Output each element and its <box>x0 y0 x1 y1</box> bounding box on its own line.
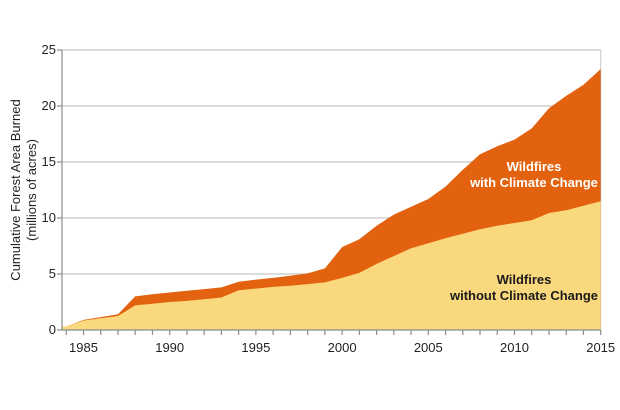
y-axis-title-line1: Cumulative Forest Area Burned <box>8 99 23 281</box>
label-with-line1: Wildfires <box>506 159 562 174</box>
label-wildfires-without-climate-change: Wildfires without Climate Change <box>444 272 604 304</box>
x-tick-label-2015: 2015 <box>586 340 616 355</box>
x-tick-label-2010: 2010 <box>500 340 529 355</box>
label-without-line2: without Climate Change <box>449 288 599 303</box>
x-tick-label-2000: 2000 <box>327 340 357 355</box>
y-tick-label-0: 0 <box>48 322 56 337</box>
label-with-line2: with Climate Change <box>470 175 598 190</box>
y-tick-label-15: 15 <box>41 154 56 169</box>
label-wildfires-with-climate-change: Wildfires with Climate Change <box>454 159 614 191</box>
y-axis-title: Cumulative Forest Area Burned (millions … <box>8 40 40 340</box>
label-without-line1: Wildfires <box>496 272 552 287</box>
y-tick-label-25: 25 <box>41 42 56 57</box>
area-without-climate-change <box>62 201 601 330</box>
x-tick-label-1985: 1985 <box>69 340 98 355</box>
y-tick-label-5: 5 <box>48 266 56 281</box>
x-tick-label-1990: 1990 <box>155 340 185 355</box>
x-tick-label-1995: 1995 <box>241 340 271 355</box>
y-axis-title-line2: (millions of acres) <box>24 139 39 241</box>
x-tick-label-2005: 2005 <box>413 340 443 355</box>
y-tick-label-20: 20 <box>41 98 56 113</box>
y-tick-label-10: 10 <box>41 210 56 225</box>
